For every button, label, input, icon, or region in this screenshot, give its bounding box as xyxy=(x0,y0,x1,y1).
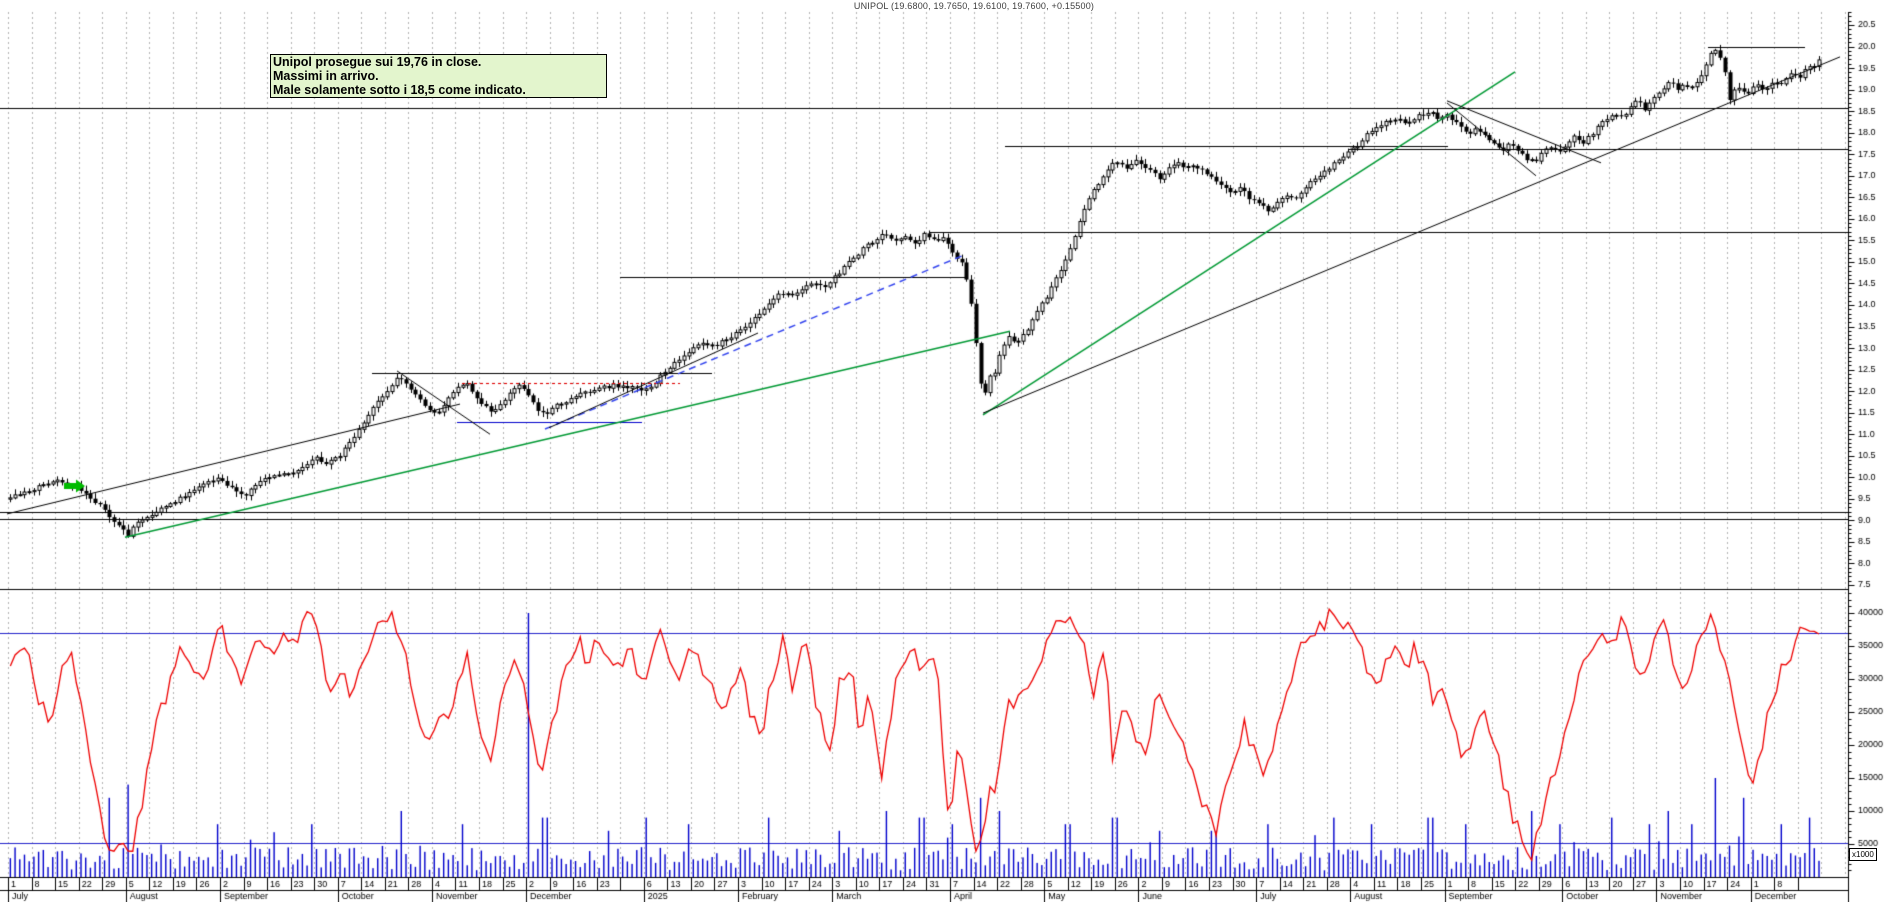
annotation-line-1: Unipol prosegue sui 19,76 in close. xyxy=(273,55,482,69)
time-axis[interactable] xyxy=(0,877,1848,902)
volume-axis[interactable] xyxy=(1848,592,1890,877)
annotation-line-2: Massimi in arrivo. xyxy=(273,69,379,83)
volume-unit-badge: x1000 xyxy=(1849,848,1877,861)
price-axis[interactable] xyxy=(1848,12,1890,590)
annotation-callout[interactable]: Unipol prosegue sui 19,76 in close. Mass… xyxy=(270,54,607,98)
annotation-line-3: Male solamente sotto i 18,5 come indicat… xyxy=(273,83,526,97)
chart-title: UNIPOL (19.6800, 19.7650, 19.6100, 19.76… xyxy=(853,1,1095,11)
